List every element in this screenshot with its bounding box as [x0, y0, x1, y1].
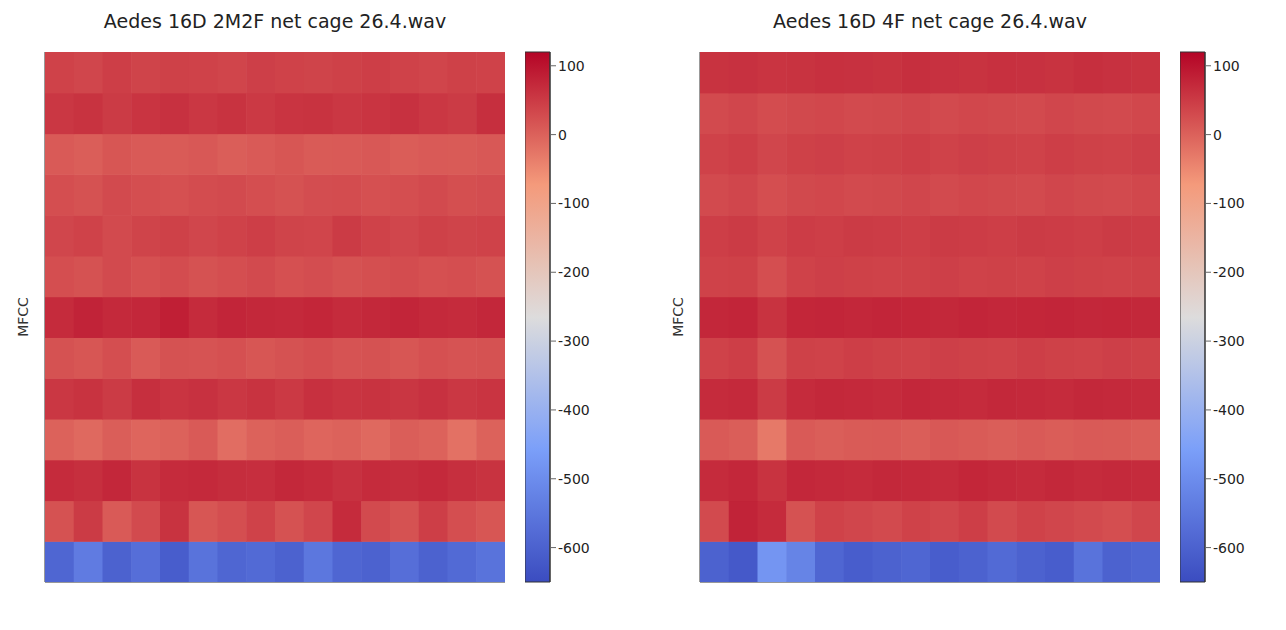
svg-text:100: 100: [558, 58, 585, 74]
svg-text:-200: -200: [1213, 264, 1245, 280]
svg-text:MFCC: MFCC: [15, 297, 31, 337]
svg-text:-600: -600: [1213, 540, 1245, 556]
svg-text:-300: -300: [1213, 333, 1245, 349]
svg-text:-400: -400: [1213, 402, 1245, 418]
svg-text:0: 0: [558, 127, 567, 143]
html-text:Aedes 16D 4F net cage 26.4.wav: Aedes 16D 4F net cage 26.4.wav: [773, 10, 1087, 32]
svg-text:-500: -500: [1213, 471, 1245, 487]
svg-text:-200: -200: [558, 264, 590, 280]
svg-text:100: 100: [1213, 58, 1240, 74]
svg-text:-600: -600: [558, 540, 590, 556]
svg-text:-300: -300: [558, 333, 590, 349]
svg-text:-100: -100: [558, 195, 590, 211]
html-text:Aedes 16D 2M2F net cage 26.4.w: Aedes 16D 2M2F net cage 26.4.wav: [103, 10, 447, 32]
svg-text:0: 0: [1213, 127, 1222, 143]
svg-text:MFCC: MFCC: [670, 297, 686, 337]
svg-text:-500: -500: [558, 471, 590, 487]
svg-text:-100: -100: [1213, 195, 1245, 211]
svg-text:-400: -400: [558, 402, 590, 418]
